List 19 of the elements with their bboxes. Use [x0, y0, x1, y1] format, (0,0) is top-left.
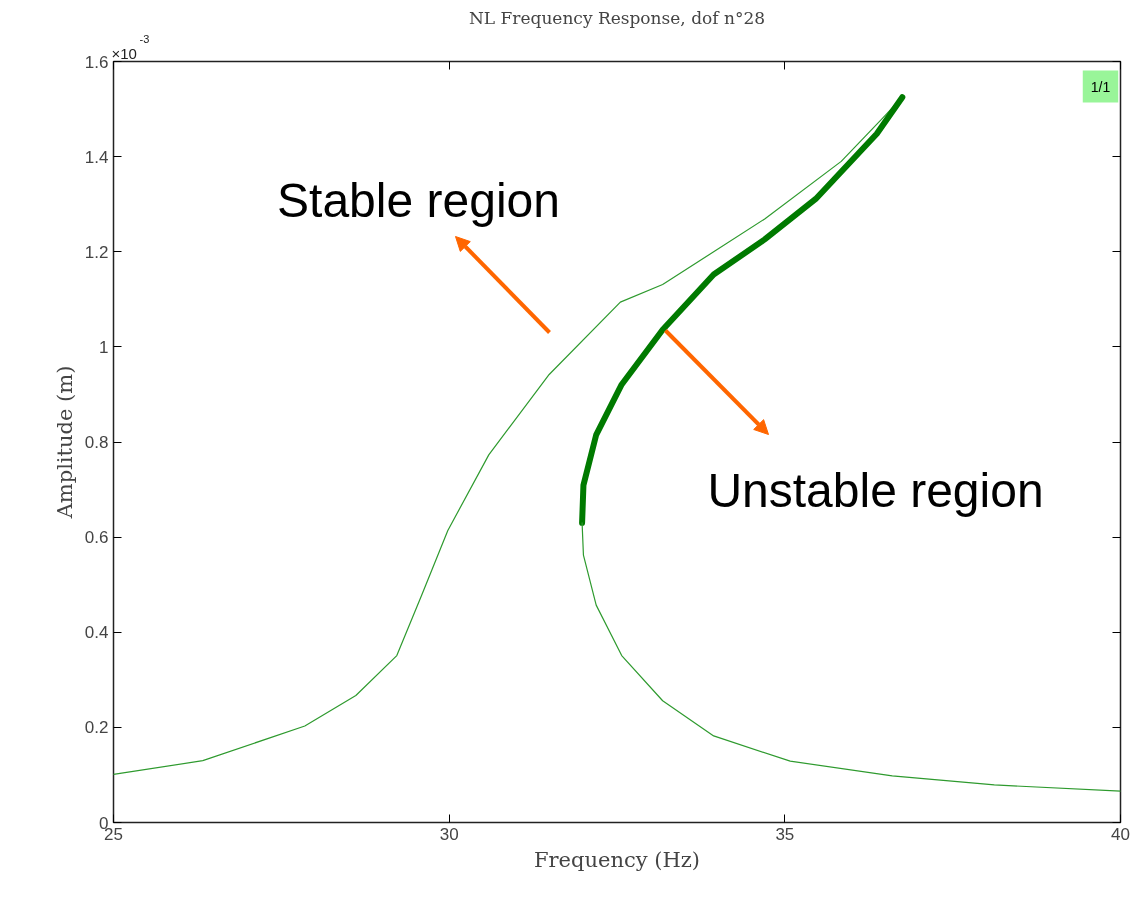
annotation: 1/1: [1090, 78, 1111, 95]
annotation: Stable region: [277, 174, 560, 227]
line-series: [581, 522, 1121, 792]
y-tick-label: 1: [99, 337, 109, 357]
y-tick-label: 0.8: [84, 433, 109, 452]
x-axis-title: Frequency (Hz): [533, 847, 701, 872]
x-tick-label: 30: [439, 824, 459, 844]
x-tick-label: 40: [1111, 824, 1130, 844]
y-tick-label: 0.4: [84, 623, 109, 643]
y-axis-title: Amplitude (m): [52, 365, 77, 520]
y-tick-label: 1.6: [84, 52, 109, 72]
y-tick-label: 0.2: [84, 718, 109, 738]
annotation: Unstable region: [707, 464, 1044, 517]
y-tick-label: 1.4: [84, 147, 109, 167]
chart-title: NL Frequency Response, dof n°28: [468, 7, 766, 28]
annotation: ×10-3: [111, 32, 150, 62]
y-tick-label: 0.6: [84, 528, 109, 548]
y-tick-label: 1.2: [84, 242, 109, 262]
x-tick-label: 35: [775, 824, 795, 844]
